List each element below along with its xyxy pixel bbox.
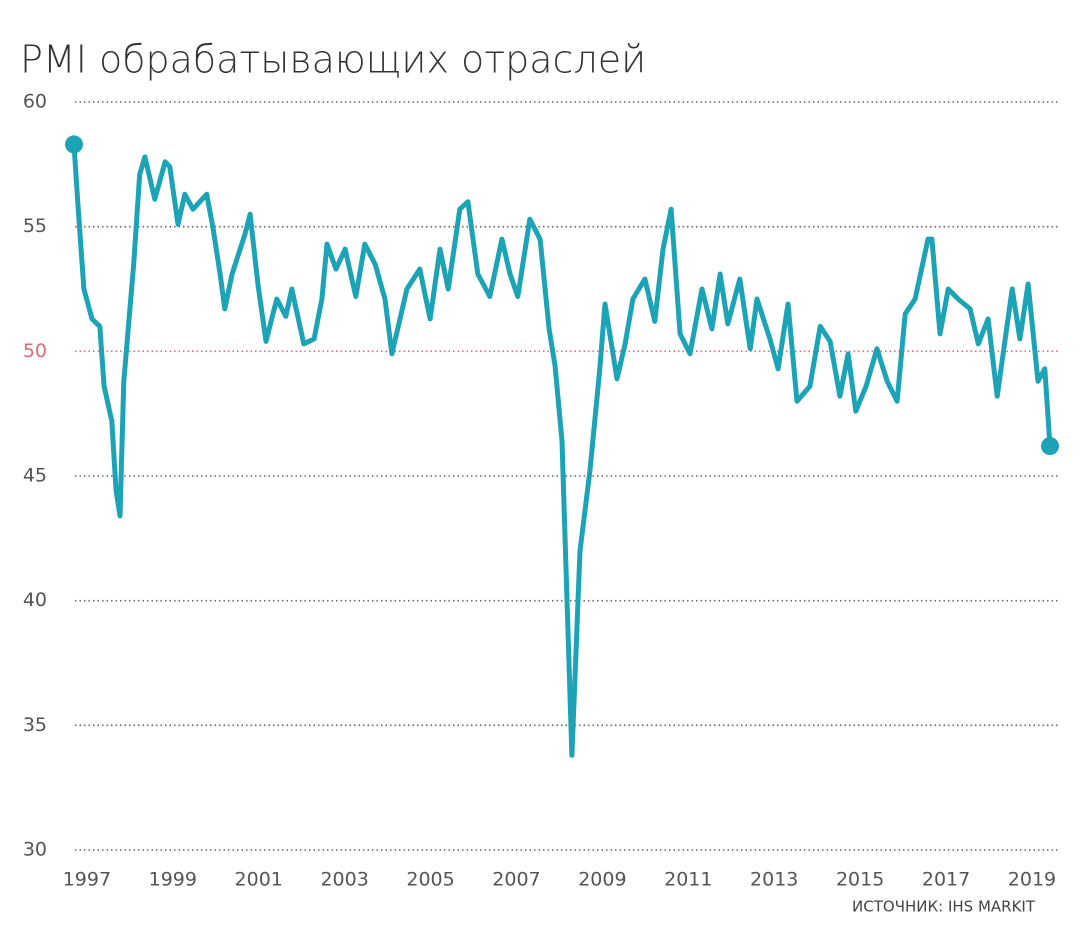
chart-title: PMI обрабатывающих отраслей (20, 38, 646, 82)
y-tick-label: 55 (23, 215, 47, 237)
source-note: ИСТОЧНИК: IHS MARKIT (852, 898, 1036, 916)
x-tick-label: 2007 (492, 869, 540, 891)
x-tick-label: 2013 (750, 869, 798, 891)
endpoint-marker (65, 135, 83, 154)
x-tick-label: 2003 (320, 869, 368, 891)
x-tick-label: 2005 (406, 869, 454, 891)
x-tick-label: 2009 (578, 869, 626, 891)
y-tick-label: 30 (23, 839, 47, 861)
x-tick-label: 1997 (63, 869, 111, 891)
y-tick-label: 35 (23, 714, 47, 736)
x-tick-label: 2011 (664, 869, 712, 891)
y-tick-label: 60 (23, 91, 47, 113)
x-tick-label: 2017 (922, 869, 970, 891)
y-tick-label: 50 (23, 340, 47, 362)
endpoint-marker (1041, 437, 1059, 456)
x-tick-label: 2019 (1008, 869, 1056, 891)
y-tick-label: 40 (23, 589, 47, 611)
pmi-line (71, 141, 1053, 758)
x-tick-label: 2015 (836, 869, 884, 891)
x-tick-label: 2001 (235, 869, 283, 891)
y-tick-label: 45 (23, 465, 47, 487)
x-tick-label: 1999 (149, 869, 197, 891)
